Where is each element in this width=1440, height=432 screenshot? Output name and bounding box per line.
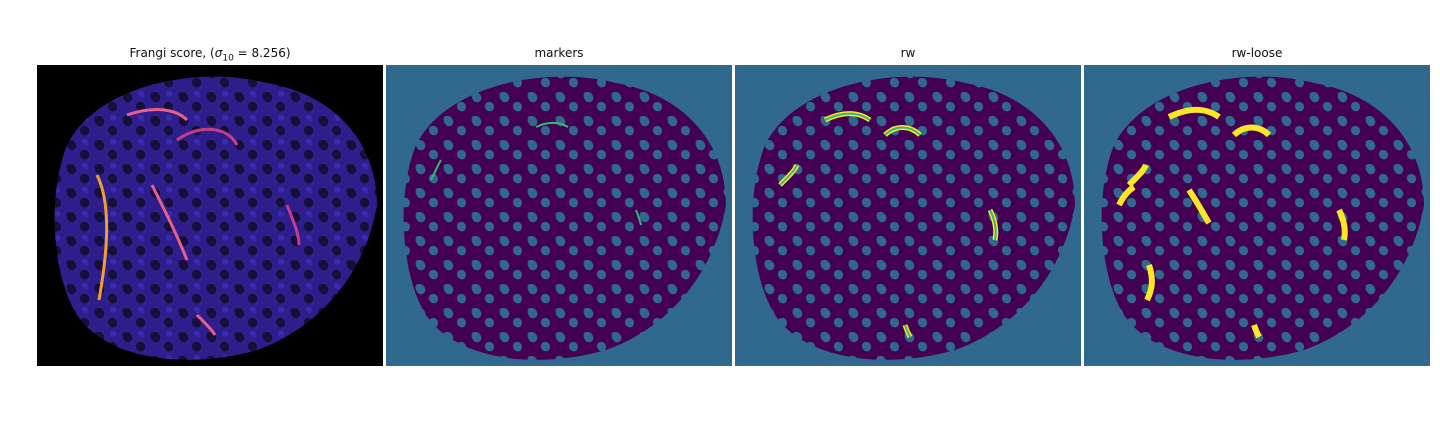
frangi-title-sigma: σ	[214, 46, 223, 60]
frangi-score-panel: Frangi score, (σ10 = 8.256)	[37, 0, 383, 432]
rw-loose-panel: rw-loose	[1084, 0, 1430, 432]
rw-panel: rw	[735, 0, 1081, 432]
markers-panel: markers	[386, 0, 732, 432]
frangi-score-image	[37, 65, 383, 366]
rw-loose-image	[1084, 65, 1430, 366]
rw-title: rw	[900, 46, 916, 60]
markers-image	[386, 65, 732, 366]
markers-title: markers	[534, 46, 584, 60]
frangi-title-prefix: Frangi score, (	[129, 46, 215, 60]
rw-image	[735, 65, 1081, 366]
frangi-title-sub: 10	[222, 53, 234, 64]
frangi-title-suffix: = 8.256)	[233, 46, 291, 60]
frangi-score-title: Frangi score, (σ10 = 8.256)	[37, 46, 383, 63]
rw-loose-title: rw-loose	[1231, 46, 1283, 60]
